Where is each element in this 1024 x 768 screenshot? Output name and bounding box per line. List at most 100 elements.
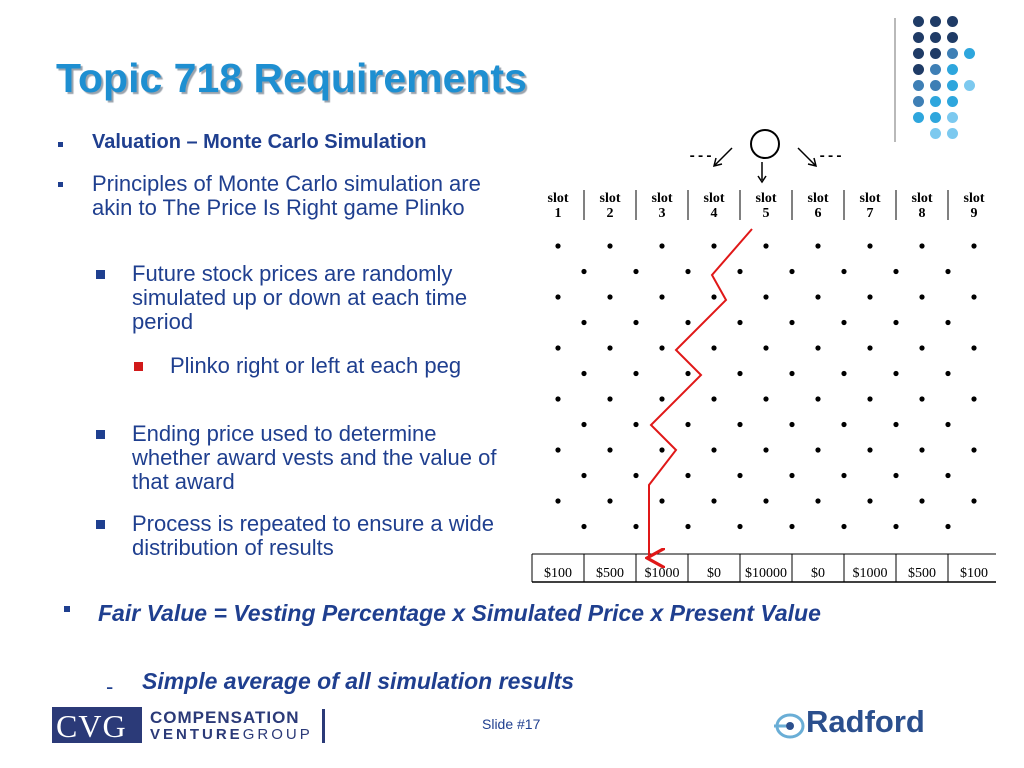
peg-icon	[737, 370, 743, 377]
prize-value: $500	[596, 566, 624, 581]
slot-label: slot	[912, 191, 933, 206]
slot-number: 3	[659, 206, 666, 221]
company-name-line1: COMPENSATION	[150, 708, 300, 727]
peg-icon	[789, 268, 795, 275]
peg-icon	[581, 319, 587, 326]
peg-icon	[919, 498, 925, 504]
peg-icon	[711, 498, 717, 504]
decorative-dot	[930, 128, 941, 139]
slot-label: slot	[756, 191, 777, 206]
slot-label: slot	[964, 191, 985, 206]
peg-icon	[763, 243, 769, 249]
peg-icon	[971, 345, 977, 351]
peg-icon	[659, 498, 665, 504]
peg-icon	[737, 319, 743, 326]
peg-icon	[971, 447, 977, 453]
peg-icon	[581, 523, 587, 530]
slide-number: Slide #17	[482, 716, 541, 732]
company-name-line2: VENTUREGROUP	[150, 726, 313, 743]
peg-icon	[763, 447, 769, 453]
peg-icon	[685, 268, 691, 275]
peg-icon	[919, 294, 925, 300]
slot-number: 1	[555, 206, 562, 221]
right-arrow-label: ---	[818, 149, 843, 165]
peg-icon	[711, 243, 717, 249]
peg-icon	[555, 345, 561, 351]
slot-label: slot	[860, 191, 881, 206]
peg-icon	[581, 421, 587, 428]
decorative-dot	[947, 32, 958, 43]
peg-icon	[737, 421, 743, 428]
decorative-divider	[894, 18, 896, 142]
left-arrow-head-icon	[712, 157, 723, 168]
bullet-text: Plinko right or left at each peg	[170, 353, 462, 378]
peg-icon	[659, 447, 665, 453]
decorative-dot	[947, 64, 958, 75]
peg-icon	[841, 268, 847, 275]
peg-icon	[789, 523, 795, 530]
slide-title: Topic 718 Requirements	[56, 55, 527, 101]
slot-label: slot	[808, 191, 829, 206]
decorative-dot	[913, 48, 924, 59]
peg-icon	[763, 396, 769, 402]
left-arrow-icon	[713, 147, 733, 167]
right-arrow-head-icon	[807, 157, 818, 168]
right-arrow-icon	[797, 147, 817, 167]
peg-icon	[633, 370, 639, 377]
prize-value: $10000	[745, 566, 787, 581]
peg-icon	[763, 294, 769, 300]
peg-icon	[633, 268, 639, 275]
left-arrow-label: ---	[688, 149, 713, 165]
slot-label: slot	[704, 191, 725, 206]
peg-icon	[945, 268, 951, 275]
prize-value: $500	[908, 566, 936, 581]
decorative-dot	[913, 64, 924, 75]
peg-icon	[685, 472, 691, 479]
decorative-dot	[947, 112, 958, 123]
bullet-text: Principles of Monte Carlo simulation are…	[92, 171, 481, 220]
peg-icon	[867, 498, 873, 504]
decorative-dot	[930, 112, 941, 123]
peg-icon	[971, 243, 977, 249]
peg-icon	[893, 523, 899, 530]
decorative-dot	[930, 32, 941, 43]
sub-bullet-marker: -	[106, 674, 114, 699]
decorative-dot	[913, 16, 924, 27]
slot-number: 7	[867, 206, 874, 221]
peg-icon	[633, 472, 639, 479]
bullet-marker	[64, 606, 70, 612]
radford-logo-icon	[774, 713, 805, 739]
prize-row: $100 $500 $1000 $0 $10000 $0 $1000 $500 $100	[531, 553, 996, 583]
peg-icon	[633, 319, 639, 326]
peg-icon	[841, 472, 847, 479]
peg-icon	[659, 243, 665, 249]
plinko-path	[649, 228, 753, 558]
peg-icon	[711, 345, 717, 351]
peg-icon	[815, 345, 821, 351]
peg-icon	[867, 396, 873, 402]
slot-number: 4	[711, 206, 718, 221]
decorative-dot	[947, 16, 958, 27]
bullet-marker	[96, 270, 105, 279]
peg-icon	[711, 447, 717, 453]
plinko-board: --- --- slot1slot2slot3slot4slot5slot6sl…	[531, 129, 996, 583]
prize-value: $100	[544, 566, 572, 581]
prize-value: $0	[811, 566, 825, 581]
slot-label: slot	[548, 191, 569, 206]
peg-icon	[841, 523, 847, 530]
company-name-group: GROUP	[242, 726, 313, 743]
decorative-dot	[913, 96, 924, 107]
decorative-dot	[930, 48, 941, 59]
decorative-dot	[947, 128, 958, 139]
peg-icon	[659, 294, 665, 300]
slot-label: slot	[600, 191, 621, 206]
peg-icon	[685, 319, 691, 326]
peg-icon	[685, 523, 691, 530]
peg-icon	[789, 319, 795, 326]
peg-icon	[607, 498, 613, 504]
peg-icon	[945, 319, 951, 326]
company-name-venture: VENTURE	[150, 726, 243, 743]
peg-icon	[711, 294, 717, 300]
peg-icon	[581, 472, 587, 479]
cvg-logo-text: CVG	[56, 708, 127, 744]
